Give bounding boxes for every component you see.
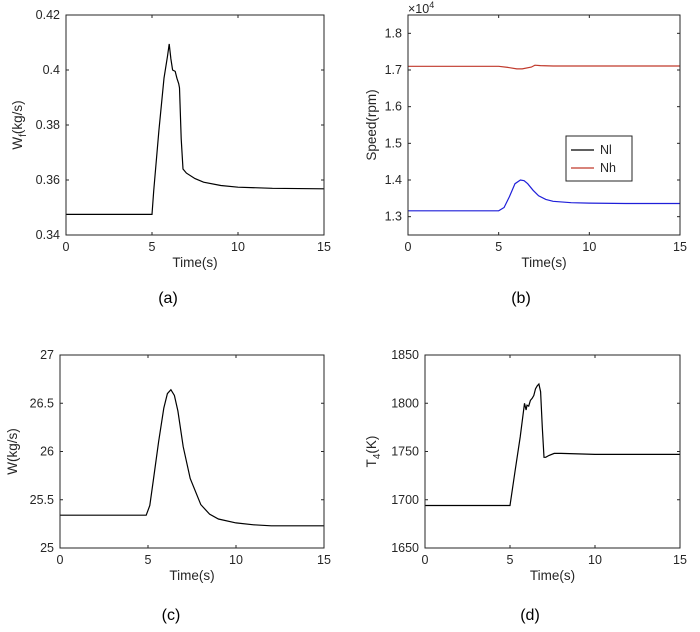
y-tick-label: 26: [40, 445, 54, 459]
x-axis-label: Time(s): [172, 255, 217, 270]
subplot-b: 0 5 10 15 1.3 1.4 1.5 1.6 1.7 1.8 Time(s) Speed(rpm…: [364, 0, 687, 307]
axis-exponent-power: 4: [429, 0, 434, 10]
x-axis-label: Time(s): [169, 568, 214, 583]
y-axis-label-unit: (K): [364, 436, 379, 454]
series-line-nh: [408, 64, 680, 70]
y-tick-label: 25.5: [30, 493, 54, 507]
y-axis-label: Wf(kg/s): [10, 100, 29, 149]
x-tick-label: 5: [149, 240, 156, 254]
y-axis-label-unit: (kg/s): [10, 100, 25, 134]
x-tick-label: 5: [495, 240, 502, 254]
y-tick-label: 1.8: [385, 26, 402, 40]
y-axis-label-main: W(kg/s): [5, 428, 20, 475]
series-line-1: [425, 382, 680, 507]
subplot-caption: (d): [520, 607, 540, 624]
legend-box: [565, 135, 633, 182]
x-tick-label: 15: [673, 553, 687, 567]
axis-exponent-label: ×104: [408, 0, 434, 16]
x-axis-label: Time(s): [530, 568, 575, 583]
y-axis-label: Speed(rpm): [364, 89, 379, 160]
x-axis-label: Time(s): [521, 255, 566, 270]
legend-entry-nl: Nl: [600, 143, 612, 157]
y-tick-label: 0.34: [36, 228, 60, 242]
x-tick-label: 10: [582, 240, 596, 254]
plot-area: [425, 355, 680, 548]
subplot-d: 0 5 10 15 1650 1700 1750 1800 1850 Time(s) T4(K) (d…: [364, 348, 687, 624]
subplot-a: 0 5 10 15 0.34 0.36 0.38 0.4 0.42 Time(s) Wf(kg/s)…: [10, 8, 331, 307]
x-tick-label: 0: [405, 240, 412, 254]
legend: Nl Nh: [565, 135, 633, 182]
y-tick-label: 25: [40, 541, 54, 555]
y-tick-label: 0.38: [36, 118, 60, 132]
x-tick-label: 0: [63, 240, 70, 254]
y-axis-label-main: W: [10, 137, 25, 150]
y-tick-label: 27: [40, 348, 54, 362]
series-line-nl: [408, 179, 680, 212]
x-tick-label: 15: [317, 553, 331, 567]
y-tick-label: 0.36: [36, 173, 60, 187]
axis-exponent-base: ×10: [408, 2, 429, 16]
x-tick-label: 0: [57, 553, 64, 567]
plot-area: [408, 15, 680, 235]
x-tick-label: 0: [422, 553, 429, 567]
plot-area: [60, 355, 324, 548]
y-tick-label: 1.3: [385, 210, 402, 224]
y-axis-label-subscript: f: [18, 134, 29, 137]
x-tick-label: 15: [317, 240, 331, 254]
x-tick-label: 10: [231, 240, 245, 254]
y-tick-label: 0.4: [43, 63, 60, 77]
x-tick-label: 10: [229, 553, 243, 567]
y-tick-label: 1.6: [385, 100, 402, 114]
y-tick-label: 1850: [391, 348, 419, 362]
series-line-1: [60, 388, 324, 527]
y-tick-label: 0.42: [36, 8, 60, 22]
y-axis-label-main: Speed(rpm): [364, 89, 379, 160]
y-axis-label-subscript: 4: [372, 453, 383, 459]
x-tick-label: 5: [145, 553, 152, 567]
y-tick-label: 1650: [391, 541, 419, 555]
subplot-caption: (b): [511, 290, 531, 307]
x-tick-label: 5: [507, 553, 514, 567]
axes-frame: [407, 14, 681, 236]
series-line-1: [66, 43, 325, 215]
plot-area: [66, 15, 324, 235]
y-tick-label: 1750: [391, 445, 419, 459]
y-axis-label-main: T: [364, 459, 379, 467]
y-axis-label: T4(K): [364, 436, 383, 468]
subplot-caption: (c): [162, 607, 181, 624]
y-tick-label: 1.4: [385, 173, 402, 187]
y-tick-label: 1800: [391, 396, 419, 410]
y-tick-label: 1.5: [385, 136, 402, 150]
x-tick-label: 15: [673, 240, 687, 254]
y-tick-label: 1.7: [385, 63, 402, 77]
subplot-c: 0 5 10 15 25 25.5 26 26.5 27 Time(s) W(kg/s) (c): [5, 348, 331, 624]
legend-entry-nh: Nh: [600, 161, 616, 175]
y-tick-label: 1700: [391, 493, 419, 507]
y-axis-label: W(kg/s): [5, 428, 20, 475]
x-tick-label: 10: [588, 553, 602, 567]
y-tick-label: 26.5: [30, 396, 54, 410]
subplot-caption: (a): [158, 290, 178, 307]
